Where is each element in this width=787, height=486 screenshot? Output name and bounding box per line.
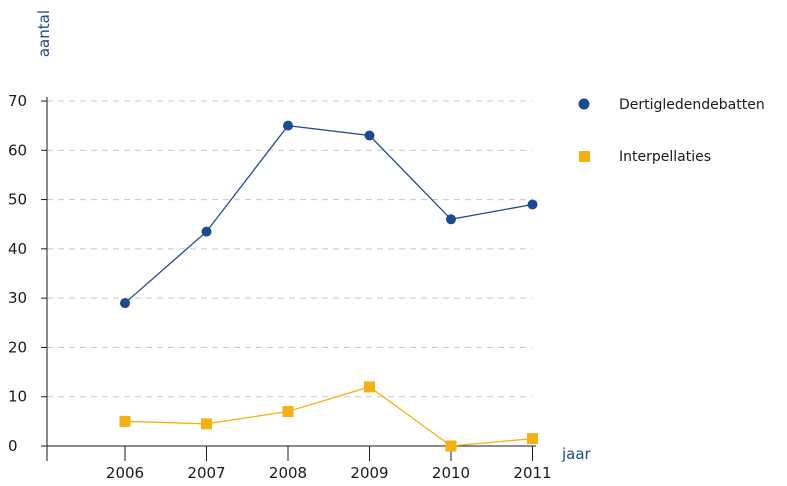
x-tick-label: 2006: [106, 464, 144, 482]
series-line-dertigledendebatten: [124, 124, 533, 304]
series-line-interpellaties: [124, 386, 533, 447]
data-point: [446, 214, 456, 225]
x-tick-label: 2007: [187, 464, 225, 482]
data-point: [120, 298, 130, 309]
y-tick-label: 50: [8, 191, 27, 209]
legend: Dertigledendebatten Interpellaties: [578, 97, 765, 165]
gridlines: [47, 100, 532, 398]
legend-item-interpellaties: Interpellaties: [579, 149, 711, 165]
y-tick-labels: 0 10 20 30 40 50 60 70: [8, 92, 27, 455]
y-tick-label: 10: [8, 388, 27, 406]
y-tick-label: 70: [8, 92, 27, 110]
y-tick-label: 40: [8, 240, 27, 258]
y-tick-label: 60: [8, 141, 27, 159]
data-point: [527, 433, 538, 445]
data-point: [283, 120, 293, 131]
data-point: [201, 226, 212, 237]
data-point: [119, 415, 131, 427]
legend-label: Interpellaties: [619, 149, 711, 165]
y-tick-label: 0: [8, 437, 18, 455]
x-tick-label: 2008: [269, 464, 307, 482]
legend-item-dertigledendebatten: Dertigledendebatten: [578, 97, 765, 113]
y-tick-label: 30: [8, 289, 27, 307]
data-point: [445, 440, 457, 452]
x-tick-labels: 2006 2007 2008 2009 2010 2011: [106, 464, 552, 482]
y-axis-title: aantal: [35, 10, 53, 57]
data-point: [364, 130, 375, 141]
legend-label: Dertigledendebatten: [619, 97, 765, 113]
data-point: [364, 381, 375, 393]
y-tick-label: 20: [8, 338, 27, 356]
x-axis-title: jaar: [561, 445, 592, 463]
series-markers: [119, 120, 538, 452]
x-tick-label: 2009: [350, 464, 388, 482]
series-lines: [124, 124, 533, 447]
data-point: [201, 418, 212, 430]
x-tick-label: 2010: [432, 464, 470, 482]
legend-marker-square: [579, 151, 590, 162]
data-point: [282, 406, 294, 417]
legend-marker-circle: [578, 98, 590, 110]
data-point: [527, 199, 538, 210]
x-tick-label: 2011: [513, 464, 551, 482]
